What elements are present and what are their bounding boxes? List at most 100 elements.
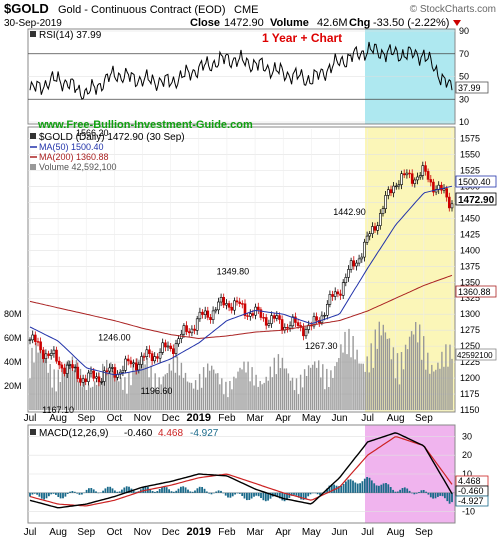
macd-histogram-bar xyxy=(121,489,123,493)
volume-bar xyxy=(192,388,195,410)
website-url[interactable]: www.Free-Bullion-Investment-Guide.com xyxy=(37,119,253,131)
volume-bar xyxy=(348,328,350,410)
volume-bar xyxy=(106,359,108,410)
price-tick-label: 1575 xyxy=(460,134,480,144)
candle-body xyxy=(145,349,149,357)
candle-body xyxy=(190,328,194,334)
macd-histogram-bar xyxy=(71,491,74,493)
x-axis-label: Aug xyxy=(49,413,67,424)
macd-histogram-bar xyxy=(446,492,449,502)
volume-bar xyxy=(366,356,368,410)
candle-body xyxy=(76,366,80,379)
volume-bar xyxy=(356,349,358,410)
volume-bar xyxy=(194,380,197,410)
chart-title: 1 Year + Chart xyxy=(262,31,342,45)
x-axis-label: Sep xyxy=(415,527,433,538)
macd-histogram-bar xyxy=(123,487,126,493)
volume-bar xyxy=(378,321,380,410)
volume-bar xyxy=(138,359,140,410)
rsi-tick-label: 50 xyxy=(459,72,469,82)
macd-histogram-bar xyxy=(243,492,246,499)
chart-header: $GOLD Gold - Continuous Contract (EOD) C… xyxy=(4,1,496,29)
candle-body xyxy=(360,256,364,260)
candle-body xyxy=(52,349,56,354)
macd-histogram-bar xyxy=(220,490,222,493)
volume-bar xyxy=(412,334,415,410)
volume-bar xyxy=(59,382,61,410)
macd-histogram-bar xyxy=(95,491,97,493)
candle-body xyxy=(445,188,449,198)
change-label: Chg xyxy=(349,17,370,29)
x-axis-label: Feb xyxy=(218,413,236,424)
volume-bar xyxy=(417,342,419,410)
volume-bar xyxy=(398,384,401,410)
volume-bar xyxy=(202,367,205,410)
ma50-line xyxy=(29,185,453,376)
x-axis-label: Sep xyxy=(77,413,95,424)
volume-bar xyxy=(285,368,288,410)
price-value-label: 1349.80 xyxy=(217,266,250,276)
candle-body xyxy=(137,364,141,371)
x-axis-label: 2019 xyxy=(187,412,211,424)
macd-histogram-bar xyxy=(196,488,199,493)
volume-bar xyxy=(237,371,239,410)
volume-bar xyxy=(160,384,162,410)
candle-body xyxy=(368,233,372,237)
volume-bar xyxy=(332,378,334,410)
candle-body xyxy=(174,343,178,354)
volume-bar xyxy=(144,364,146,410)
macd-histogram-bar xyxy=(128,486,130,493)
volume-bar xyxy=(384,332,387,410)
candle-body xyxy=(92,370,95,379)
signal-axis-value: 4.468 xyxy=(458,476,481,486)
macd-histogram-bar xyxy=(102,490,104,493)
volume-bar xyxy=(241,369,243,410)
volume-bar xyxy=(170,370,172,410)
volume-bar xyxy=(433,371,435,410)
x-axis-label: Oct xyxy=(107,527,123,538)
candle-body xyxy=(376,225,380,231)
volume-bar xyxy=(406,349,409,410)
volume-bar xyxy=(350,357,352,410)
volume-bar xyxy=(110,362,112,410)
volume-bar xyxy=(259,381,261,410)
candle-body xyxy=(39,341,42,351)
volume-bar xyxy=(180,362,183,410)
price-x-axis: Jul Aug Sep Oct Nov Dec 2019 Feb Mar Apr May Jun Jul… xyxy=(24,412,434,424)
volume-bar xyxy=(172,356,175,410)
macd-histogram-bar xyxy=(304,492,307,499)
candle-body xyxy=(140,356,143,365)
volume-bar xyxy=(342,352,344,410)
volume-bar xyxy=(69,363,72,410)
macd-histogram-bar xyxy=(99,492,102,493)
volume-bar xyxy=(301,387,304,410)
macd-histogram-bar xyxy=(231,492,234,497)
volume-tick-label: 40M xyxy=(4,357,22,367)
macd-histogram-bar xyxy=(279,492,281,499)
volume-bar xyxy=(427,352,429,410)
ma200-legend-label: MA(200) 1360.88 xyxy=(39,152,109,162)
volume-bar xyxy=(114,370,116,410)
candle-body xyxy=(378,213,382,226)
candle-body xyxy=(347,269,350,278)
volume-bar xyxy=(98,372,100,410)
volume-bar xyxy=(150,365,152,410)
candle-body xyxy=(103,370,106,382)
macd-histogram-bar xyxy=(309,492,312,495)
macd-histogram-bar xyxy=(349,479,352,493)
volume-bar xyxy=(207,363,209,410)
macd-histogram-bar xyxy=(434,492,437,499)
signal-value: 4.468 xyxy=(158,428,183,439)
candle-body xyxy=(150,353,154,362)
rsi-tick-label: 90 xyxy=(459,26,469,36)
candle-body xyxy=(336,291,340,295)
x-axis-label: Dec xyxy=(162,413,180,424)
volume-bar xyxy=(451,358,453,410)
volume-bar xyxy=(326,368,328,410)
macd-histogram-bar xyxy=(81,492,83,495)
macd-histogram-bar xyxy=(213,492,215,494)
volume-bar xyxy=(287,373,290,410)
x-axis-label: Dec xyxy=(162,527,180,538)
candle-body xyxy=(331,294,334,297)
candle-body xyxy=(339,293,342,296)
